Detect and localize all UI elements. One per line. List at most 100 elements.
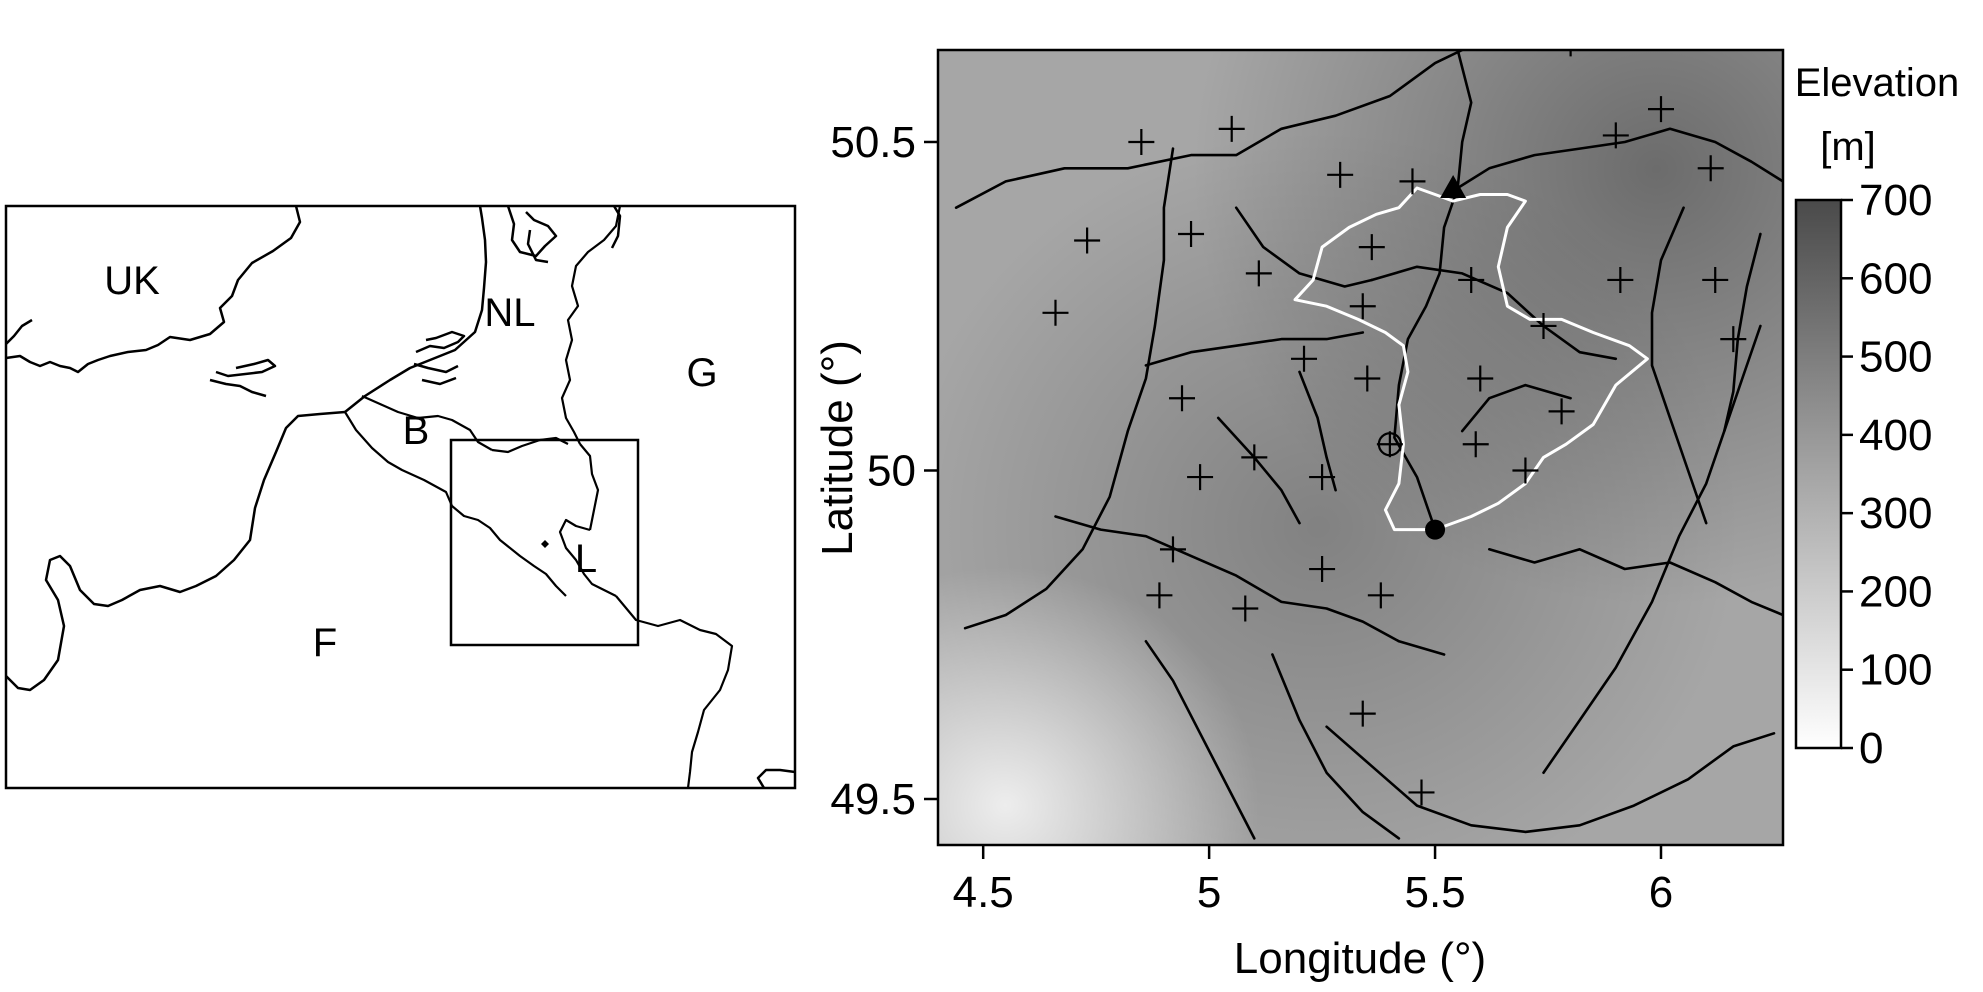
station-marker [1187, 464, 1214, 491]
frisian [610, 205, 622, 249]
x-tick-label: 5.5 [1404, 868, 1465, 917]
station-marker [1720, 326, 1747, 353]
station-marker [1218, 115, 1245, 142]
nl-ijssel [526, 229, 549, 264]
station-marker [1569, 50, 1572, 57]
y-axis-title: Latitude (°) [813, 340, 862, 556]
border-be-de [579, 443, 600, 531]
river-line [1325, 725, 1776, 834]
station-marker [1530, 312, 1557, 339]
nl-islands [506, 205, 558, 258]
uk-kent [209, 378, 267, 398]
coastlines [5, 205, 796, 789]
outlet-point [1425, 519, 1446, 540]
colorbar-unit: [m] [1820, 125, 1876, 169]
y-tick-label: 50 [867, 446, 916, 495]
stations [1042, 50, 1747, 806]
colorbar-tick-label: 400 [1859, 411, 1932, 460]
colorbar-tick-label: 600 [1859, 254, 1932, 303]
station-marker [1548, 398, 1575, 425]
border-fr-de [615, 595, 734, 789]
border-be-nl [361, 394, 493, 451]
border-be-fr [344, 411, 567, 597]
border-nl-de [560, 205, 622, 445]
x-axis: 4.5 5 5.5 6 [953, 845, 1673, 917]
x-tick-label: 5 [1197, 868, 1221, 917]
colorbar-tick-label: 0 [1859, 724, 1883, 773]
station-marker [1309, 556, 1336, 583]
station-marker [1241, 444, 1268, 471]
river-line [954, 50, 1464, 209]
zeeland [413, 330, 466, 386]
station-marker [1367, 582, 1394, 609]
station-marker [1702, 266, 1729, 293]
label-g: G [686, 351, 717, 395]
map-area [938, 50, 1783, 845]
colorbar-ticks: 0 100 200 300 400 500 600 700 [1841, 176, 1932, 773]
river-line [1370, 265, 1618, 361]
station-marker [1349, 293, 1376, 320]
river-line [1542, 324, 1762, 774]
colorbar-tick-label: 300 [1859, 489, 1932, 538]
station-marker [1697, 155, 1724, 182]
label-uk: UK [104, 259, 160, 303]
station-marker [1232, 595, 1259, 622]
x-tick-label: 4.5 [953, 868, 1014, 917]
north-coast-right [756, 768, 796, 789]
label-f: F [313, 621, 337, 665]
colorbar: Elevation [m] 0 100 200 300 400 500 600 700 [1795, 61, 1960, 773]
study-area-box [449, 438, 640, 647]
map-frame [936, 48, 1785, 847]
station-marker [1146, 582, 1173, 609]
label-b: B [403, 409, 430, 453]
river-line [1298, 370, 1337, 492]
france-coast [5, 410, 346, 692]
y-tick-label: 49.5 [830, 775, 916, 824]
station-marker [1245, 260, 1272, 287]
colorbar-tick-label: 700 [1859, 176, 1932, 225]
station-marker [1169, 385, 1196, 412]
triangle-marker [1440, 174, 1467, 198]
y-tick-label: 50.5 [830, 118, 916, 167]
colorbar-tick-label: 500 [1859, 333, 1932, 382]
station-marker [1607, 266, 1634, 293]
river-line [1456, 127, 1783, 190]
borders [344, 205, 734, 789]
label-nl: NL [484, 291, 535, 335]
overview-map: UK NL B G L F [4, 204, 797, 790]
station-marker [1309, 464, 1336, 491]
colorbar-title: Elevation [1795, 61, 1960, 105]
river-line [1271, 653, 1401, 840]
station-marker [1467, 365, 1494, 392]
station-marker [1602, 122, 1629, 149]
river-line [1488, 548, 1783, 617]
uk-coastline [5, 205, 302, 374]
station-marker [1178, 220, 1205, 247]
x-tick-label: 6 [1649, 868, 1673, 917]
station-marker [1291, 345, 1318, 372]
border-lux [558, 518, 617, 597]
river-line [1234, 206, 1374, 288]
colorbar-gradient [1794, 198, 1843, 750]
y-axis: 49.5 50 50.5 [830, 118, 938, 824]
station-marker [1074, 227, 1101, 254]
station-marker [1408, 779, 1435, 806]
colorbar-tick-label: 100 [1859, 646, 1932, 695]
uk-south-coast [5, 318, 33, 345]
location-marker [541, 540, 549, 548]
river-line [1144, 640, 1256, 840]
station-marker [1349, 700, 1376, 727]
station-marker [1042, 299, 1069, 326]
station-marker [1159, 536, 1186, 563]
x-axis-title: Longitude (°) [1234, 934, 1486, 983]
river-line [1460, 383, 1572, 433]
station-marker [1462, 431, 1489, 458]
catchment-boundary [1293, 186, 1649, 532]
station-marker [1399, 168, 1426, 195]
station-marker [1512, 457, 1539, 484]
label-l: L [575, 537, 597, 581]
river-line [963, 147, 1175, 630]
river-line [1054, 515, 1446, 656]
reference-station-cross [1376, 431, 1403, 458]
